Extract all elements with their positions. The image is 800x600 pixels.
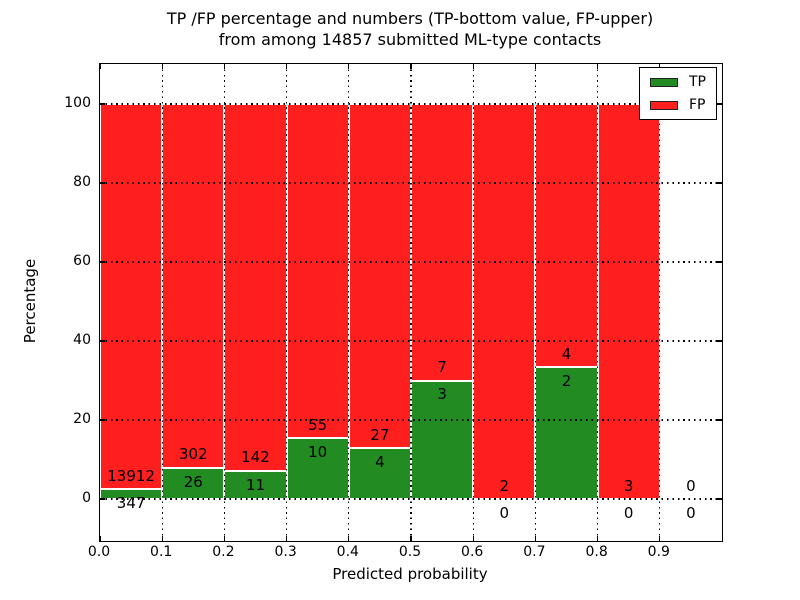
- y-tick-label: 100: [64, 94, 91, 111]
- y-tick-label: 80: [73, 173, 91, 190]
- tp-bar-segment: [224, 470, 287, 500]
- x-tick-label: 0.9: [647, 544, 670, 560]
- tp-bar-segment: [411, 380, 474, 500]
- legend-item-tp: TP: [650, 75, 706, 89]
- tp-bar-segment: [100, 489, 163, 500]
- fp-bar-segment: [535, 103, 598, 368]
- fp-bar-segment: [286, 103, 349, 439]
- tp-bar-segment: [162, 467, 225, 500]
- y-axis-label: Percentage: [21, 258, 39, 344]
- fp-bar-segment: [162, 103, 225, 468]
- tp-bar-segment: [535, 367, 598, 500]
- x-tick-label: 0.0: [87, 544, 111, 560]
- y-tick-label: 40: [73, 332, 91, 349]
- x-tick-label: 0.5: [398, 544, 422, 560]
- chart-title-line1: TP /FP percentage and numbers (TP-bottom…: [166, 9, 654, 28]
- x-tick-label: 0.3: [274, 544, 297, 560]
- tp-bar-segment: [348, 448, 411, 500]
- plot-area: 13912 347 302 26 142 11 55 10 27 4 7 3 2 0 4 2 3 0 0 0 TP F…: [99, 63, 723, 542]
- chart-title: TP /FP percentage and numbers (TP-bottom…: [110, 8, 710, 50]
- tp-legend-label: TP: [689, 74, 706, 90]
- chart-title-line2: from among 14857 submitted ML-type conta…: [218, 30, 602, 49]
- tp-legend-swatch: [650, 77, 678, 87]
- fp-bar-segment: [597, 103, 660, 500]
- fp-bar-segment: [224, 103, 287, 471]
- fp-bar-segment: [100, 103, 163, 490]
- x-tick-label: 0.1: [150, 544, 173, 560]
- fp-legend-swatch: [650, 100, 678, 110]
- fp-bar-segment: [348, 103, 411, 449]
- y-tick-label: 60: [73, 252, 91, 269]
- x-tick-label: 0.7: [523, 544, 546, 560]
- legend-item-fp: FP: [650, 98, 706, 112]
- y-tick-label: 0: [82, 490, 91, 507]
- bars-layer: [100, 64, 722, 541]
- tp-bar-segment: [286, 438, 349, 500]
- x-tick-label: 0.2: [212, 544, 235, 560]
- x-tick-label: 0.6: [461, 544, 484, 560]
- fp-bar-segment: [411, 103, 474, 381]
- x-tick-label: 0.8: [585, 544, 608, 560]
- x-tick-label: 0.4: [336, 544, 359, 560]
- y-tick-label: 20: [73, 411, 91, 428]
- x-axis-label: Predicted probability: [332, 565, 488, 583]
- fp-bar-segment: [473, 103, 536, 500]
- fp-legend-label: FP: [689, 97, 706, 113]
- legend: TP FP: [639, 67, 717, 120]
